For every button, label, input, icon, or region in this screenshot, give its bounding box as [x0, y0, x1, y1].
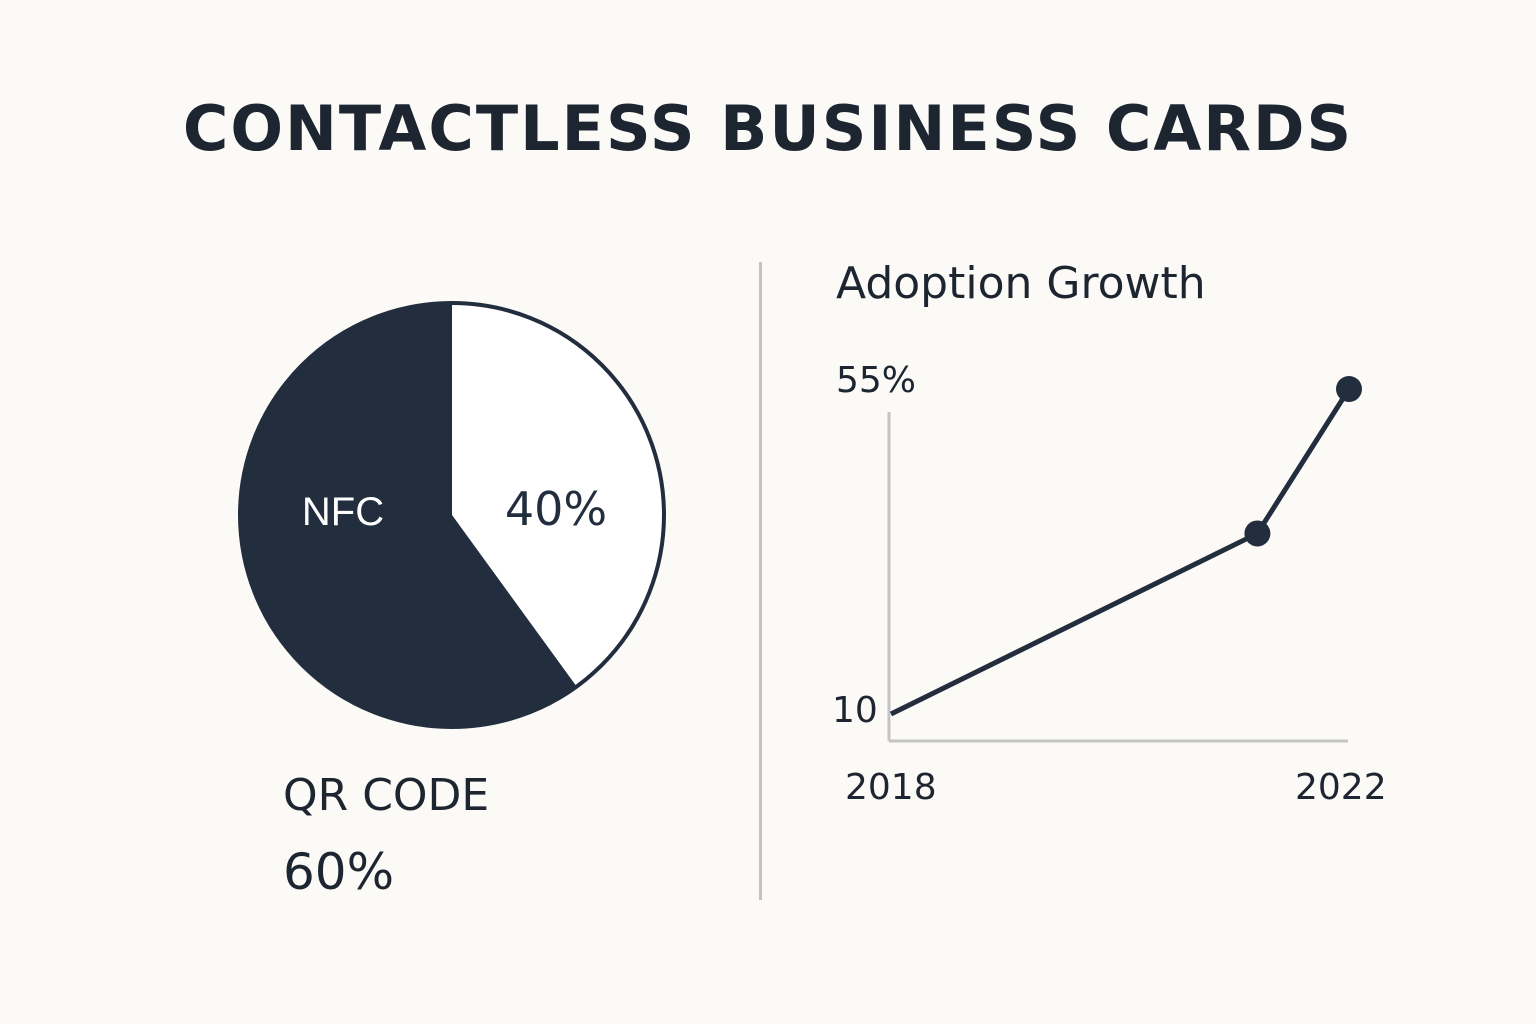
pie-outline — [238, 301, 666, 729]
chart-title: CONTACTLESS BUSINESS CARDS — [182, 92, 1354, 165]
data-markers — [1244, 376, 1362, 547]
line-chart — [887, 376, 1362, 743]
y-tick-bottom: 10 — [832, 690, 878, 731]
adoption-line — [889, 387, 1352, 717]
panel-divider — [759, 262, 762, 900]
line-chart-title: Adoption Growth — [836, 258, 1206, 309]
x-tick-2022: 2022 — [1295, 767, 1387, 808]
pie-slice-nfc — [452, 303, 664, 687]
data-point-2022 — [1336, 376, 1362, 402]
pie-label-percent: 40% — [505, 482, 607, 536]
pie-slice-qr-code — [239, 303, 577, 727]
x-tick-2018: 2018 — [845, 767, 937, 808]
y-tick-top: 55% — [836, 360, 917, 401]
pie-chart: NFC 40% — [238, 301, 666, 729]
pie-label-nfc: NFC — [302, 490, 384, 534]
data-point-2021.2 — [1244, 520, 1271, 547]
qr-code-value: 60% — [283, 843, 395, 901]
qr-code-label: QR CODE — [283, 770, 490, 821]
